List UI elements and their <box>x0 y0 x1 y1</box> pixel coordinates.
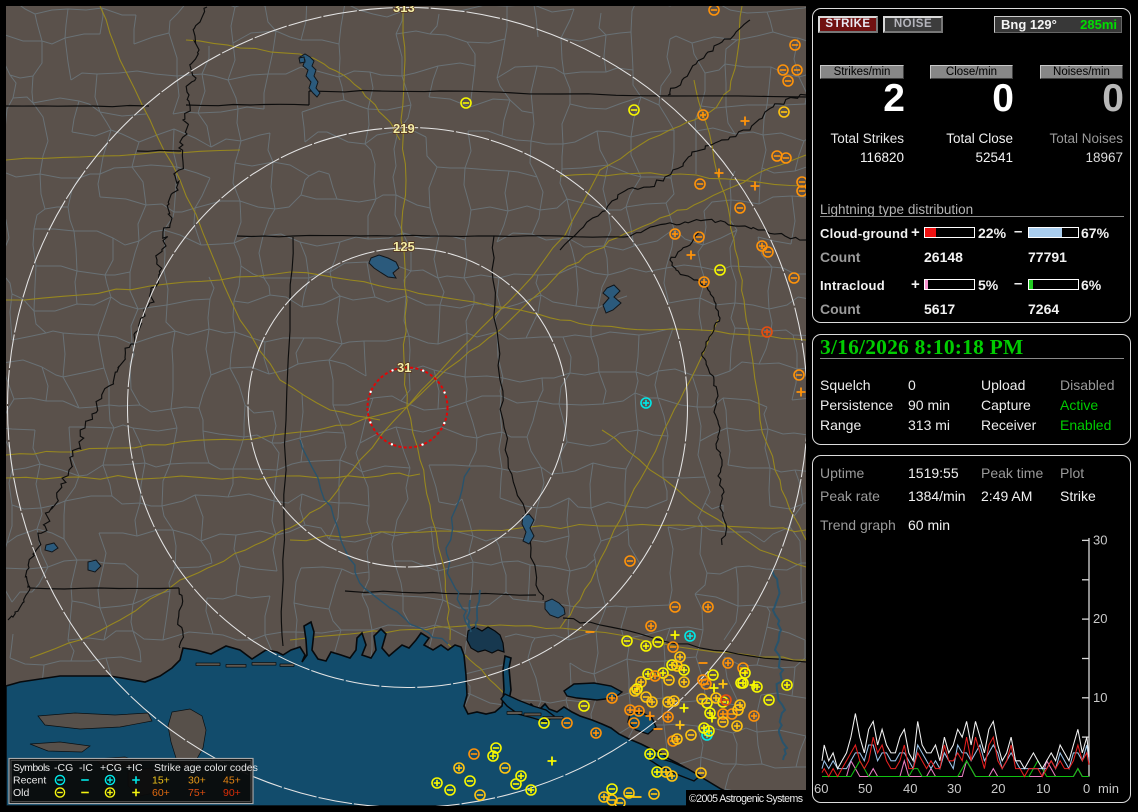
svg-text:-IC: -IC <box>79 762 93 774</box>
svg-text:45+: 45+ <box>223 775 241 787</box>
svg-text:+IC: +IC <box>126 762 143 774</box>
svg-text:Old: Old <box>13 787 30 799</box>
svg-text:Recent: Recent <box>13 775 46 787</box>
svg-text:10: 10 <box>1093 690 1107 705</box>
svg-text:20: 20 <box>1093 611 1107 626</box>
svg-text:30+: 30+ <box>188 775 206 787</box>
svg-text:60+: 60+ <box>152 787 170 799</box>
svg-text:20: 20 <box>991 781 1005 796</box>
svg-text:90+: 90+ <box>223 787 241 799</box>
svg-text:15+: 15+ <box>152 775 170 787</box>
svg-text:60: 60 <box>814 781 828 796</box>
svg-text:40: 40 <box>903 781 917 796</box>
svg-text:+CG: +CG <box>100 762 122 774</box>
svg-text:0: 0 <box>1083 781 1090 796</box>
svg-text:30: 30 <box>1093 532 1107 547</box>
svg-text:10: 10 <box>1036 781 1050 796</box>
svg-text:min: min <box>1098 781 1119 796</box>
svg-text:125: 125 <box>393 239 415 254</box>
svg-text:50: 50 <box>858 781 872 796</box>
svg-text:Symbols: Symbols <box>13 762 50 774</box>
svg-text:219: 219 <box>393 121 415 136</box>
svg-text:30: 30 <box>947 781 961 796</box>
svg-text:-CG: -CG <box>54 762 73 774</box>
svg-text:313: 313 <box>393 0 415 15</box>
svg-text:75+: 75+ <box>188 787 206 799</box>
svg-text:©2005 Astrogenic Systems: ©2005 Astrogenic Systems <box>689 793 803 805</box>
svg-text:31: 31 <box>397 360 411 375</box>
svg-text:Strike age color codes: Strike age color codes <box>154 762 258 774</box>
